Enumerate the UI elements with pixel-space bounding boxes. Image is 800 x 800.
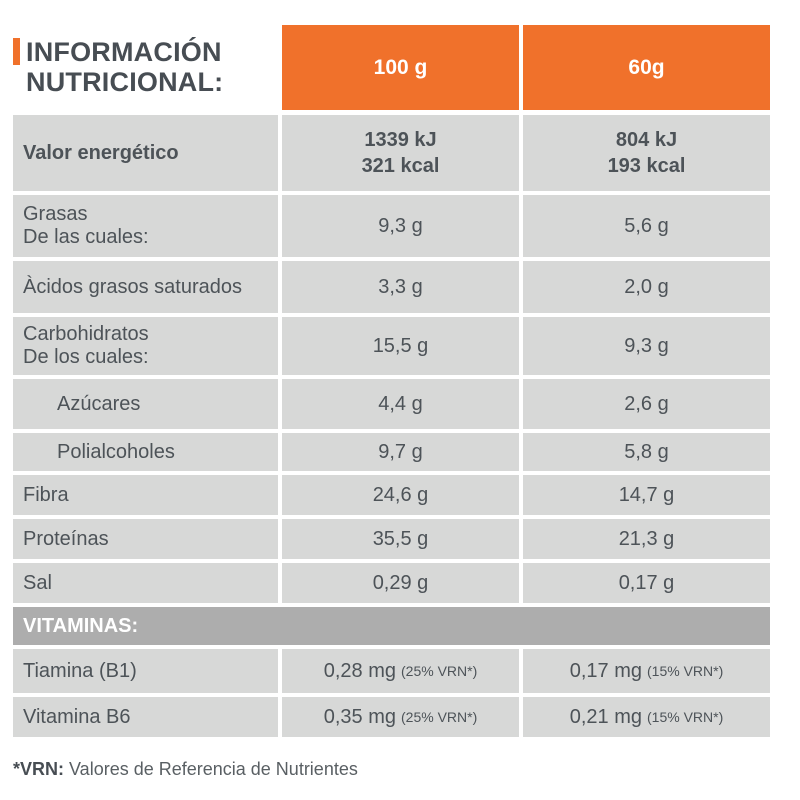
vrn-footnote-label: *VRN: <box>13 759 65 779</box>
vrn-footnote-text: Valores de Referencia de Nutrientes <box>64 759 358 779</box>
value-60g-grasas: 5,6 g <box>523 195 770 257</box>
table-row-fibra: Fibra 24,6 g 14,7 g <box>13 475 800 515</box>
row-label-grasas: Grasas De las cuales: <box>13 195 278 257</box>
vitamins-section: VITAMINAS: <box>13 607 800 645</box>
vrn-footnote: *VRN: Valores de Referencia de Nutriente… <box>13 759 800 780</box>
vitamins-section-header: VITAMINAS: <box>13 607 770 645</box>
value-100g-sal: 0,29 g <box>282 563 519 603</box>
value-60g-acidos-grasos-saturados: 2,0 g <box>523 261 770 313</box>
value-60g-vitamina-b6: 0,21 mg (15% VRN*) <box>523 697 770 737</box>
title-line-1: INFORMACIÓN <box>26 37 222 68</box>
row-label-azucares: Azúcares <box>13 379 278 429</box>
table-header: INFORMACIÓN NUTRICIONAL: 100 g 60g <box>13 25 800 110</box>
vitamin-vrn-percent: (15% VRN*) <box>647 708 724 725</box>
value-100g-proteinas: 35,5 g <box>282 519 519 559</box>
table-row-polialcoholes: Polialcoholes 9,7 g 5,8 g <box>13 433 800 471</box>
value-100g-carbohidratos: 15,5 g <box>282 317 519 375</box>
column-header-60g: 60g <box>523 25 770 110</box>
vitamin-vrn-percent: (25% VRN*) <box>401 662 478 679</box>
value-60g-tiamina-b1: 0,17 mg (15% VRN*) <box>523 649 770 693</box>
table-row-valor-energetico: Valor energético 1339 kJ 321 kcal 804 kJ… <box>13 115 800 191</box>
table-row-proteinas: Proteínas 35,5 g 21,3 g <box>13 519 800 559</box>
column-header-100g: 100 g <box>282 25 519 110</box>
table-row-azucares: Azúcares 4,4 g 2,6 g <box>13 379 800 429</box>
value-60g-proteinas: 21,3 g <box>523 519 770 559</box>
table-row-vitamina-b6: Vitamina B6 0,35 mg (25% VRN*) 0,21 mg (… <box>13 697 800 737</box>
value-100g-grasas: 9,3 g <box>282 195 519 257</box>
vitamin-amount: 0,28 mg <box>323 660 396 682</box>
value-60g-sal: 0,17 g <box>523 563 770 603</box>
value-60g-carbohidratos: 9,3 g <box>523 317 770 375</box>
value-100g-acidos-grasos-saturados: 3,3 g <box>282 261 519 313</box>
vitamin-amount: 0,17 mg <box>569 660 642 682</box>
table-row-tiamina-b1: Tiamina (B1) 0,28 mg (25% VRN*) 0,17 mg … <box>13 649 800 693</box>
value-100g-tiamina-b1: 0,28 mg (25% VRN*) <box>282 649 519 693</box>
row-label-vitamina-b6: Vitamina B6 <box>13 697 278 737</box>
row-label-fibra: Fibra <box>13 475 278 515</box>
title-line-2: NUTRICIONAL: <box>26 66 224 97</box>
value-60g-azucares: 2,6 g <box>523 379 770 429</box>
value-100g-azucares: 4,4 g <box>282 379 519 429</box>
value-100g-vitamina-b6: 0,35 mg (25% VRN*) <box>282 697 519 737</box>
value-60g-valor-energetico: 804 kJ 193 kcal <box>523 115 770 191</box>
row-label-polialcoholes: Polialcoholes <box>13 433 278 471</box>
title-accent-bar <box>13 38 20 65</box>
value-100g-fibra: 24,6 g <box>282 475 519 515</box>
row-label-carbohidratos: Carbohidratos De los cuales: <box>13 317 278 375</box>
table-row-carbohidratos: Carbohidratos De los cuales: 15,5 g 9,3 … <box>13 317 800 375</box>
table-row-acidos-grasos-saturados: Àcidos grasos saturados 3,3 g 2,0 g <box>13 261 800 313</box>
value-60g-polialcoholes: 5,8 g <box>523 433 770 471</box>
vitamin-amount: 0,21 mg <box>569 706 642 728</box>
page-title: INFORMACIÓN NUTRICIONAL: <box>13 25 278 110</box>
vitamin-amount: 0,35 mg <box>323 706 396 728</box>
vitamin-vrn-percent: (15% VRN*) <box>647 662 724 679</box>
value-60g-fibra: 14,7 g <box>523 475 770 515</box>
value-100g-valor-energetico: 1339 kJ 321 kcal <box>282 115 519 191</box>
row-label-tiamina-b1: Tiamina (B1) <box>13 649 278 693</box>
row-label-sal: Sal <box>13 563 278 603</box>
vitamin-vrn-percent: (25% VRN*) <box>401 708 478 725</box>
table-row-sal: Sal 0,29 g 0,17 g <box>13 563 800 603</box>
table-row-grasas: Grasas De las cuales: 9,3 g 5,6 g <box>13 195 800 257</box>
row-label-acidos-grasos-saturados: Àcidos grasos saturados <box>13 261 278 313</box>
row-label-proteinas: Proteínas <box>13 519 278 559</box>
value-100g-polialcoholes: 9,7 g <box>282 433 519 471</box>
row-label-valor-energetico: Valor energético <box>13 115 278 191</box>
